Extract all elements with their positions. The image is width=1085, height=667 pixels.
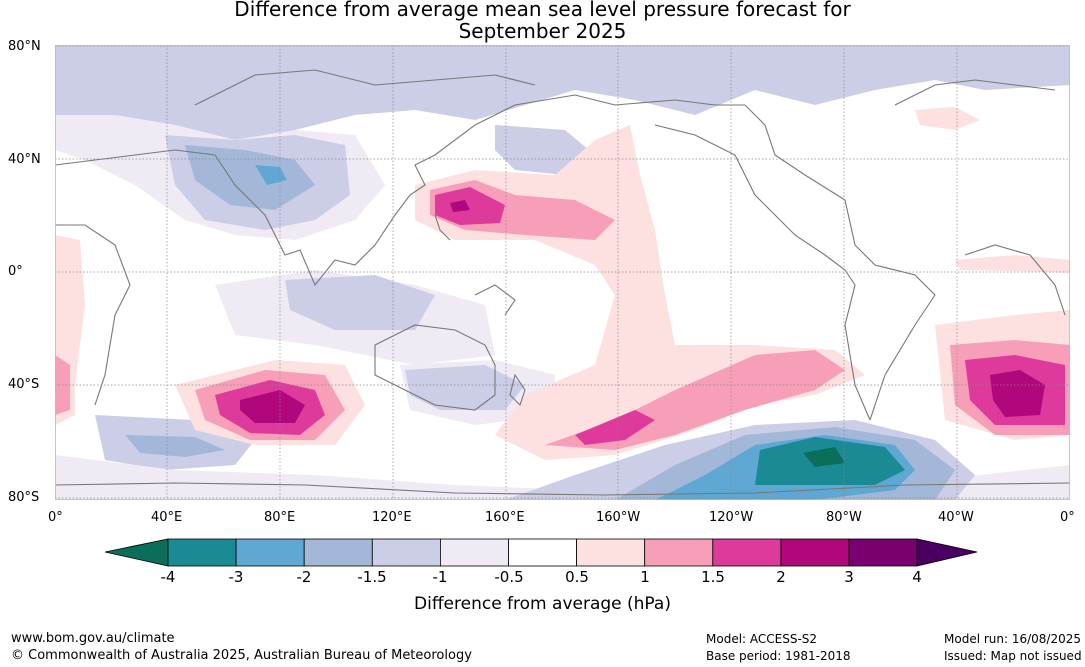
colorbar-tick: 0.5 (565, 568, 589, 586)
coastlines (55, 69, 1070, 496)
lon-label-120w: 120°W (709, 510, 754, 525)
colorbar-tick: 4 (912, 568, 922, 586)
colorbar-tick: -1 (432, 568, 448, 586)
lon-label-80e: 80°E (264, 510, 296, 525)
colorbar-segment (439, 538, 509, 567)
positive-anomaly-regions (55, 107, 1070, 460)
footer-model: Model: ACCESS-S2 (706, 632, 818, 646)
colorbar-tick: -4 (160, 568, 176, 586)
lon-label-40w: 40°W (938, 510, 974, 525)
footer-url: www.bom.gov.au/climate (11, 631, 175, 646)
south-pacific-low-anomaly (505, 420, 975, 500)
colorbar-segment (576, 538, 646, 567)
colorbar-tick: -3 (228, 568, 244, 586)
lon-label-0: 0° (48, 510, 63, 525)
colorbar-segment (303, 538, 373, 567)
colorbar-tick: -2 (296, 568, 312, 586)
colorbar (105, 538, 978, 567)
pressure-anomaly-map (55, 45, 1070, 500)
colorbar-segment (167, 538, 237, 567)
colorbar-tick: -1.5 (357, 568, 387, 586)
colorbar-tick: 1 (640, 568, 650, 586)
lon-label-80w: 80°W (826, 510, 862, 525)
lat-label-0: 0° (8, 264, 23, 279)
colorbar-segment (780, 538, 850, 567)
lat-label-80n: 80°N (8, 39, 41, 54)
colorbar-segment (848, 538, 918, 567)
lon-label-40e: 40°E (151, 510, 183, 525)
colorbar-tick: 3 (844, 568, 854, 586)
colorbar-segment (235, 538, 305, 567)
lat-label-40s: 40°S (8, 377, 40, 392)
colorbar-high-extend (916, 538, 978, 567)
map-title-line-1: Difference from average mean sea level p… (234, 0, 851, 21)
colorbar-segment (644, 538, 714, 567)
footer-model-run: Model run: 16/08/2025 (944, 632, 1082, 646)
footer-copyright: © Commonwealth of Australia 2025, Austra… (11, 648, 472, 663)
lat-label-40n: 40°N (8, 152, 41, 167)
colorbar-segment (712, 538, 782, 567)
footer-base-period: Base period: 1981-2018 (706, 649, 851, 663)
lon-label-160e: 160°E (485, 510, 525, 525)
colorbar-tick: 1.5 (701, 568, 725, 586)
lon-label-120e: 120°E (372, 510, 412, 525)
colorbar-segment (371, 538, 441, 567)
graticule (55, 45, 1070, 500)
colorbar-segment (508, 538, 577, 567)
map-title-line-2: September 2025 (458, 19, 627, 43)
colorbar-tick: -0.5 (494, 568, 524, 586)
colorbar-tick: 2 (776, 568, 786, 586)
colorbar-label: Difference from average (hPa) (414, 594, 671, 614)
colorbar-low-extend (105, 538, 169, 567)
lon-label-0-east: 0° (1060, 510, 1075, 525)
footer-issued: Issued: Map not issued (944, 649, 1082, 663)
lat-label-80s: 80°S (8, 490, 40, 505)
lon-label-160w: 160°W (596, 510, 641, 525)
